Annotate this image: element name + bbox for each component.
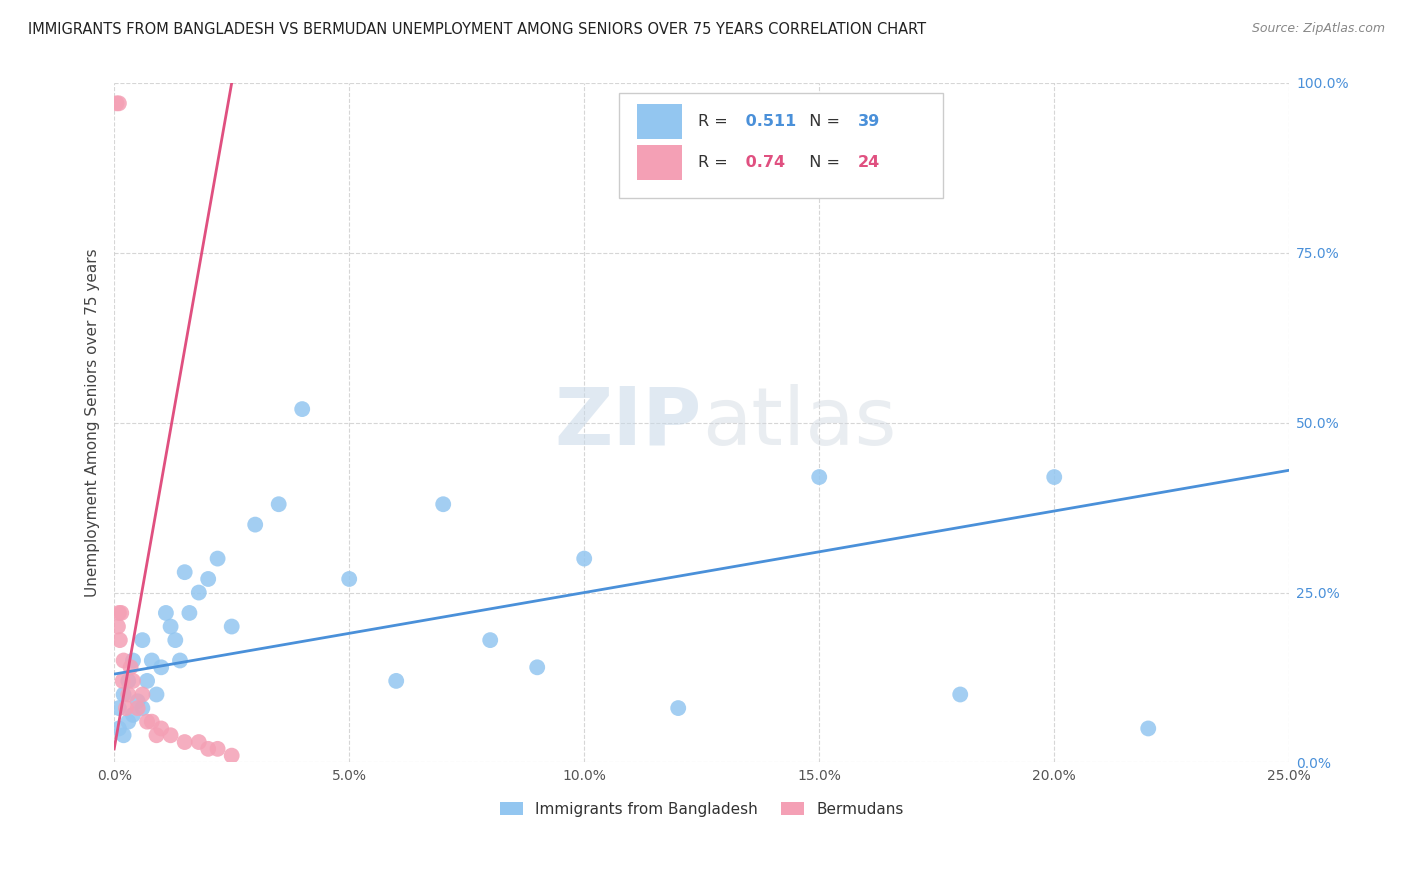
Point [136, 714, 159, 729]
Point [949, 688, 972, 702]
Point [150, 660, 173, 674]
FancyBboxPatch shape [620, 93, 942, 198]
Point [207, 742, 229, 756]
Legend: Immigrants from Bangladesh, Bermudans: Immigrants from Bangladesh, Bermudans [494, 796, 910, 822]
Point [110, 606, 132, 620]
Text: N =: N = [799, 114, 845, 129]
Point [479, 633, 502, 648]
Point [245, 517, 267, 532]
Point [127, 694, 149, 708]
Point [107, 619, 129, 633]
Point [267, 497, 290, 511]
Text: 39: 39 [858, 114, 880, 129]
Point [808, 470, 831, 484]
Point [187, 735, 209, 749]
Point [169, 653, 191, 667]
Point [574, 551, 596, 566]
Point [1137, 722, 1160, 736]
Point [159, 728, 181, 742]
Point [207, 551, 229, 566]
Text: N =: N = [799, 155, 845, 170]
Point [120, 660, 142, 674]
Point [108, 606, 131, 620]
Point [1043, 470, 1066, 484]
Point [145, 728, 167, 742]
Point [108, 633, 131, 648]
Text: 0.511: 0.511 [741, 114, 797, 129]
Point [173, 565, 195, 579]
Point [165, 633, 187, 648]
Text: ZIP: ZIP [554, 384, 702, 462]
Point [127, 701, 149, 715]
Point [108, 96, 131, 111]
Point [105, 96, 128, 111]
Text: R =: R = [699, 114, 733, 129]
Point [221, 619, 243, 633]
Point [179, 606, 201, 620]
Point [385, 673, 408, 688]
Point [145, 688, 167, 702]
Point [122, 673, 145, 688]
Point [117, 673, 139, 688]
Point [197, 742, 219, 756]
Point [221, 748, 243, 763]
Point [526, 660, 548, 674]
Point [173, 735, 195, 749]
Point [432, 497, 454, 511]
Point [337, 572, 360, 586]
FancyBboxPatch shape [637, 145, 682, 180]
Point [141, 714, 163, 729]
Point [150, 722, 173, 736]
Point [291, 402, 314, 417]
Point [131, 688, 153, 702]
Point [122, 707, 145, 722]
Point [159, 619, 181, 633]
Text: atlas: atlas [702, 384, 896, 462]
Point [197, 572, 219, 586]
Point [131, 633, 153, 648]
Point [112, 688, 135, 702]
Point [131, 701, 153, 715]
Point [112, 653, 135, 667]
Point [108, 722, 131, 736]
Point [117, 688, 139, 702]
Point [111, 673, 134, 688]
Point [136, 673, 159, 688]
Point [108, 701, 131, 715]
FancyBboxPatch shape [637, 104, 682, 139]
Text: IMMIGRANTS FROM BANGLADESH VS BERMUDAN UNEMPLOYMENT AMONG SENIORS OVER 75 YEARS : IMMIGRANTS FROM BANGLADESH VS BERMUDAN U… [28, 22, 927, 37]
Point [141, 653, 163, 667]
Point [115, 701, 138, 715]
Text: 0.74: 0.74 [741, 155, 786, 170]
Point [117, 714, 139, 729]
Point [666, 701, 689, 715]
Point [112, 728, 135, 742]
Point [155, 606, 177, 620]
Y-axis label: Unemployment Among Seniors over 75 years: Unemployment Among Seniors over 75 years [86, 248, 100, 597]
Point [122, 653, 145, 667]
Point [187, 585, 209, 599]
Text: 24: 24 [858, 155, 880, 170]
Text: Source: ZipAtlas.com: Source: ZipAtlas.com [1251, 22, 1385, 36]
Text: R =: R = [699, 155, 733, 170]
